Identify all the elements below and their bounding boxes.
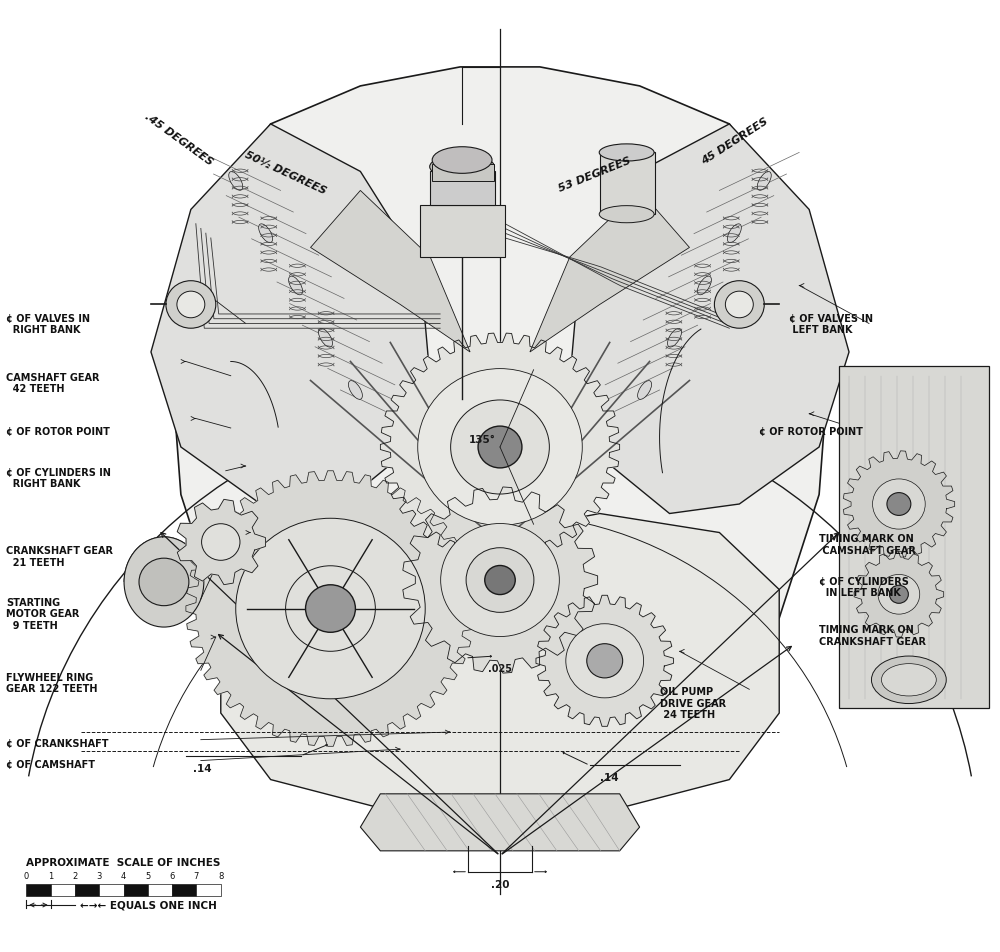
Circle shape	[485, 565, 515, 595]
Polygon shape	[177, 500, 265, 585]
Polygon shape	[843, 451, 955, 558]
Ellipse shape	[697, 277, 711, 295]
Circle shape	[566, 625, 644, 698]
Text: 2: 2	[72, 871, 78, 881]
Polygon shape	[151, 125, 430, 514]
Text: .14: .14	[193, 764, 211, 774]
Text: ¢ OF CAMSHAFT: ¢ OF CAMSHAFT	[6, 760, 95, 769]
Text: 3: 3	[97, 871, 102, 881]
Circle shape	[725, 292, 753, 318]
Circle shape	[714, 282, 764, 328]
Text: CRANKSHAFT GEAR
  21 TEETH: CRANKSHAFT GEAR 21 TEETH	[6, 545, 113, 567]
Text: 0: 0	[24, 871, 29, 881]
Text: 6: 6	[169, 871, 175, 881]
Text: 7: 7	[194, 871, 199, 881]
Circle shape	[166, 282, 216, 328]
Text: TIMING MARK ON
CRANKSHAFT GEAR: TIMING MARK ON CRANKSHAFT GEAR	[819, 625, 926, 646]
Circle shape	[202, 525, 240, 561]
Polygon shape	[311, 191, 470, 352]
Text: ¢ OF CYLINDERS
  IN LEFT BANK: ¢ OF CYLINDERS IN LEFT BANK	[819, 576, 909, 598]
Ellipse shape	[259, 225, 273, 244]
Ellipse shape	[430, 155, 495, 179]
Text: ¢ OF VALVES IN
  RIGHT BANK: ¢ OF VALVES IN RIGHT BANK	[6, 313, 90, 335]
Text: 45 DEGREES: 45 DEGREES	[699, 116, 769, 167]
Ellipse shape	[727, 225, 741, 244]
Circle shape	[878, 575, 920, 614]
Text: FLYWHEEL RING
GEAR 122 TEETH: FLYWHEEL RING GEAR 122 TEETH	[6, 672, 98, 694]
Text: 53 DEGREES: 53 DEGREES	[557, 155, 632, 193]
Ellipse shape	[289, 277, 303, 295]
Text: APPROXIMATE  SCALE OF INCHES: APPROXIMATE SCALE OF INCHES	[26, 857, 221, 867]
Ellipse shape	[871, 656, 946, 704]
Text: CAMSHAFT GEAR
  42 TEETH: CAMSHAFT GEAR 42 TEETH	[6, 372, 100, 394]
Circle shape	[418, 369, 582, 526]
Bar	[430, 172, 495, 206]
Circle shape	[306, 585, 355, 633]
Circle shape	[887, 493, 911, 516]
Bar	[196, 884, 221, 897]
Text: ¢ OF CYLINDERS IN
  RIGHT BANK: ¢ OF CYLINDERS IN RIGHT BANK	[6, 467, 111, 488]
Text: ←→← EQUALS ONE INCH: ←→← EQUALS ONE INCH	[80, 899, 217, 909]
Bar	[75, 884, 99, 897]
Text: TIMING MARK ON
 CAMSHAFT GEAR: TIMING MARK ON CAMSHAFT GEAR	[819, 533, 916, 555]
Polygon shape	[171, 68, 829, 799]
Text: 135°: 135°	[469, 435, 495, 445]
Text: .025: .025	[488, 663, 512, 673]
Bar	[148, 884, 172, 897]
Bar	[99, 884, 124, 897]
Ellipse shape	[668, 329, 681, 347]
Ellipse shape	[319, 329, 332, 347]
Bar	[26, 884, 51, 897]
Circle shape	[466, 548, 534, 613]
Text: 8: 8	[218, 871, 223, 881]
Bar	[124, 884, 148, 897]
Ellipse shape	[599, 145, 654, 162]
Text: ¢ OF VALVES IN
 LEFT BANK: ¢ OF VALVES IN LEFT BANK	[789, 313, 873, 335]
Text: .45 DEGREES: .45 DEGREES	[143, 111, 215, 167]
Text: ¢ OF CRANKSHAFT: ¢ OF CRANKSHAFT	[6, 739, 109, 748]
Polygon shape	[221, 514, 779, 818]
Circle shape	[441, 524, 559, 637]
Ellipse shape	[432, 148, 492, 174]
Bar	[839, 367, 989, 708]
Bar	[172, 884, 196, 897]
Polygon shape	[380, 334, 620, 562]
Circle shape	[451, 401, 549, 494]
Text: 50½ DEGREES: 50½ DEGREES	[243, 149, 328, 195]
Bar	[420, 206, 505, 258]
Ellipse shape	[757, 172, 771, 191]
Polygon shape	[360, 794, 640, 851]
Ellipse shape	[229, 172, 243, 191]
Circle shape	[236, 519, 425, 699]
Text: 4: 4	[121, 871, 126, 881]
Circle shape	[587, 644, 623, 678]
Text: ¢ OF ROTOR POINT: ¢ OF ROTOR POINT	[6, 426, 110, 436]
Ellipse shape	[124, 537, 204, 627]
Polygon shape	[186, 471, 475, 746]
Text: ¢ OF ROTOR POINT: ¢ OF ROTOR POINT	[759, 426, 863, 436]
Polygon shape	[570, 125, 849, 514]
Circle shape	[873, 480, 925, 529]
Circle shape	[139, 559, 189, 606]
Circle shape	[177, 292, 205, 318]
Text: 1: 1	[48, 871, 53, 881]
Ellipse shape	[638, 381, 652, 400]
Circle shape	[478, 426, 522, 468]
Polygon shape	[854, 552, 944, 637]
Ellipse shape	[881, 664, 936, 696]
Text: 5: 5	[145, 871, 150, 881]
Bar	[51, 884, 75, 897]
Text: .20: .20	[491, 880, 509, 889]
Bar	[432, 165, 494, 182]
Circle shape	[889, 585, 908, 604]
Text: STARTING
MOTOR GEAR
  9 TEETH: STARTING MOTOR GEAR 9 TEETH	[6, 597, 80, 630]
Bar	[600, 153, 655, 215]
Ellipse shape	[348, 381, 362, 400]
Polygon shape	[403, 487, 598, 673]
Ellipse shape	[599, 207, 654, 224]
Polygon shape	[536, 596, 673, 726]
Text: OIL PUMP
DRIVE GEAR
 24 TEETH: OIL PUMP DRIVE GEAR 24 TEETH	[660, 686, 726, 720]
Polygon shape	[530, 191, 689, 352]
Text: .14: .14	[600, 772, 618, 783]
